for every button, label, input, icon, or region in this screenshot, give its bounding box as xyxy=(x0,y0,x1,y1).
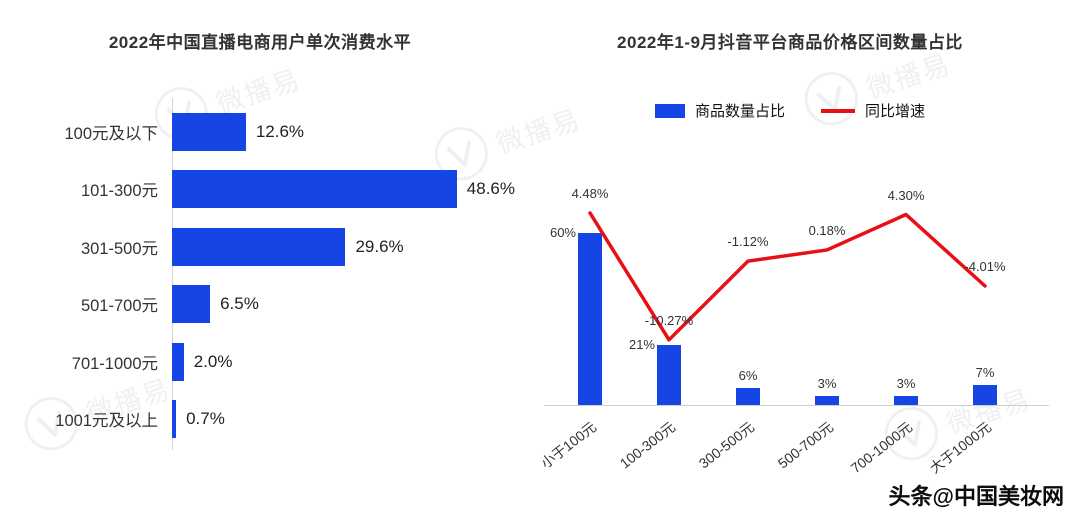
category-label: 101-300元 xyxy=(80,182,158,201)
bar xyxy=(815,396,839,405)
value-label: 2.0% xyxy=(193,351,233,371)
line-value-label: 4.30% xyxy=(887,187,925,203)
bar-value-label: 3% xyxy=(817,376,837,392)
bar-row: 501-700元 6.5% xyxy=(20,276,520,334)
bar-row: 100元及以下 12.6% xyxy=(20,103,520,161)
attribution-text: 头条@中国美妆网 xyxy=(888,484,1064,509)
bar-row: 301-500元 29.6% xyxy=(20,218,520,276)
value-label: 29.6% xyxy=(355,236,404,256)
bar xyxy=(172,112,246,151)
legend-bar-label: 商品数量占比 xyxy=(694,103,785,120)
bar xyxy=(172,342,184,381)
category-label: 501-700元 xyxy=(80,297,158,316)
bar-value-label: 7% xyxy=(975,364,995,380)
bar-row: 701-1000元 2.0% xyxy=(20,333,520,391)
bar-value-label: 60% xyxy=(549,224,576,240)
category-label: 301-500元 xyxy=(80,239,158,258)
legend-line-label: 同比增速 xyxy=(865,103,926,120)
category-label: 701-1000元 xyxy=(71,354,158,373)
bar xyxy=(973,384,997,405)
left-chart-plot-area: 100元及以下 12.6% 101-300元 48.6% 301-500元 29.6% 50… xyxy=(20,103,520,448)
bar xyxy=(172,227,346,266)
left-chart-y-axis xyxy=(172,98,173,450)
bar xyxy=(172,285,211,324)
category-label: 1001元及以上 xyxy=(55,412,158,431)
bar-row: 1001元及以上 0.7% xyxy=(20,391,520,449)
bar xyxy=(172,400,177,439)
line-value-label: -10.27% xyxy=(644,312,694,328)
bar-value-label: 6% xyxy=(738,367,758,383)
line-value-label: 0.18% xyxy=(808,222,846,238)
value-label: 0.7% xyxy=(186,409,225,429)
bar-row: 101-300元 48.6% xyxy=(20,161,520,219)
legend: 商品数量占比 同比增速 xyxy=(540,100,1040,121)
bar-value-label: 3% xyxy=(896,376,916,392)
bar xyxy=(736,387,760,405)
bar xyxy=(578,232,602,405)
category-label: 100元及以下 xyxy=(64,124,158,143)
line-value-label: -4.01% xyxy=(964,258,1006,274)
value-label: 6.5% xyxy=(220,294,259,314)
legend-line-swatch xyxy=(821,108,855,113)
left-chart-title: 2022年中国直播电商用户单次消费水平 xyxy=(108,33,412,52)
line-value-label: 4.48% xyxy=(571,185,609,201)
right-chart-x-axis xyxy=(544,405,1049,406)
bar-value-label: 21% xyxy=(628,336,655,352)
value-label: 48.6% xyxy=(466,179,515,199)
bar xyxy=(172,170,457,209)
left-bar-chart: 2022年中国直播电商用户单次消费水平 100元及以下 12.6% 101-300元… xyxy=(0,0,520,519)
right-chart-title: 2022年1-9月抖音平台商品价格区间数量占比 xyxy=(617,33,963,52)
bar xyxy=(657,344,681,405)
bar xyxy=(894,396,918,405)
line-value-label: -1.12% xyxy=(727,234,769,250)
value-label: 12.6% xyxy=(255,121,305,141)
legend-bar-swatch xyxy=(654,103,685,118)
right-combo-chart: 2022年1-9月抖音平台商品价格区间数量占比 商品数量占比 同比增速 60% 4… xyxy=(538,0,1080,519)
